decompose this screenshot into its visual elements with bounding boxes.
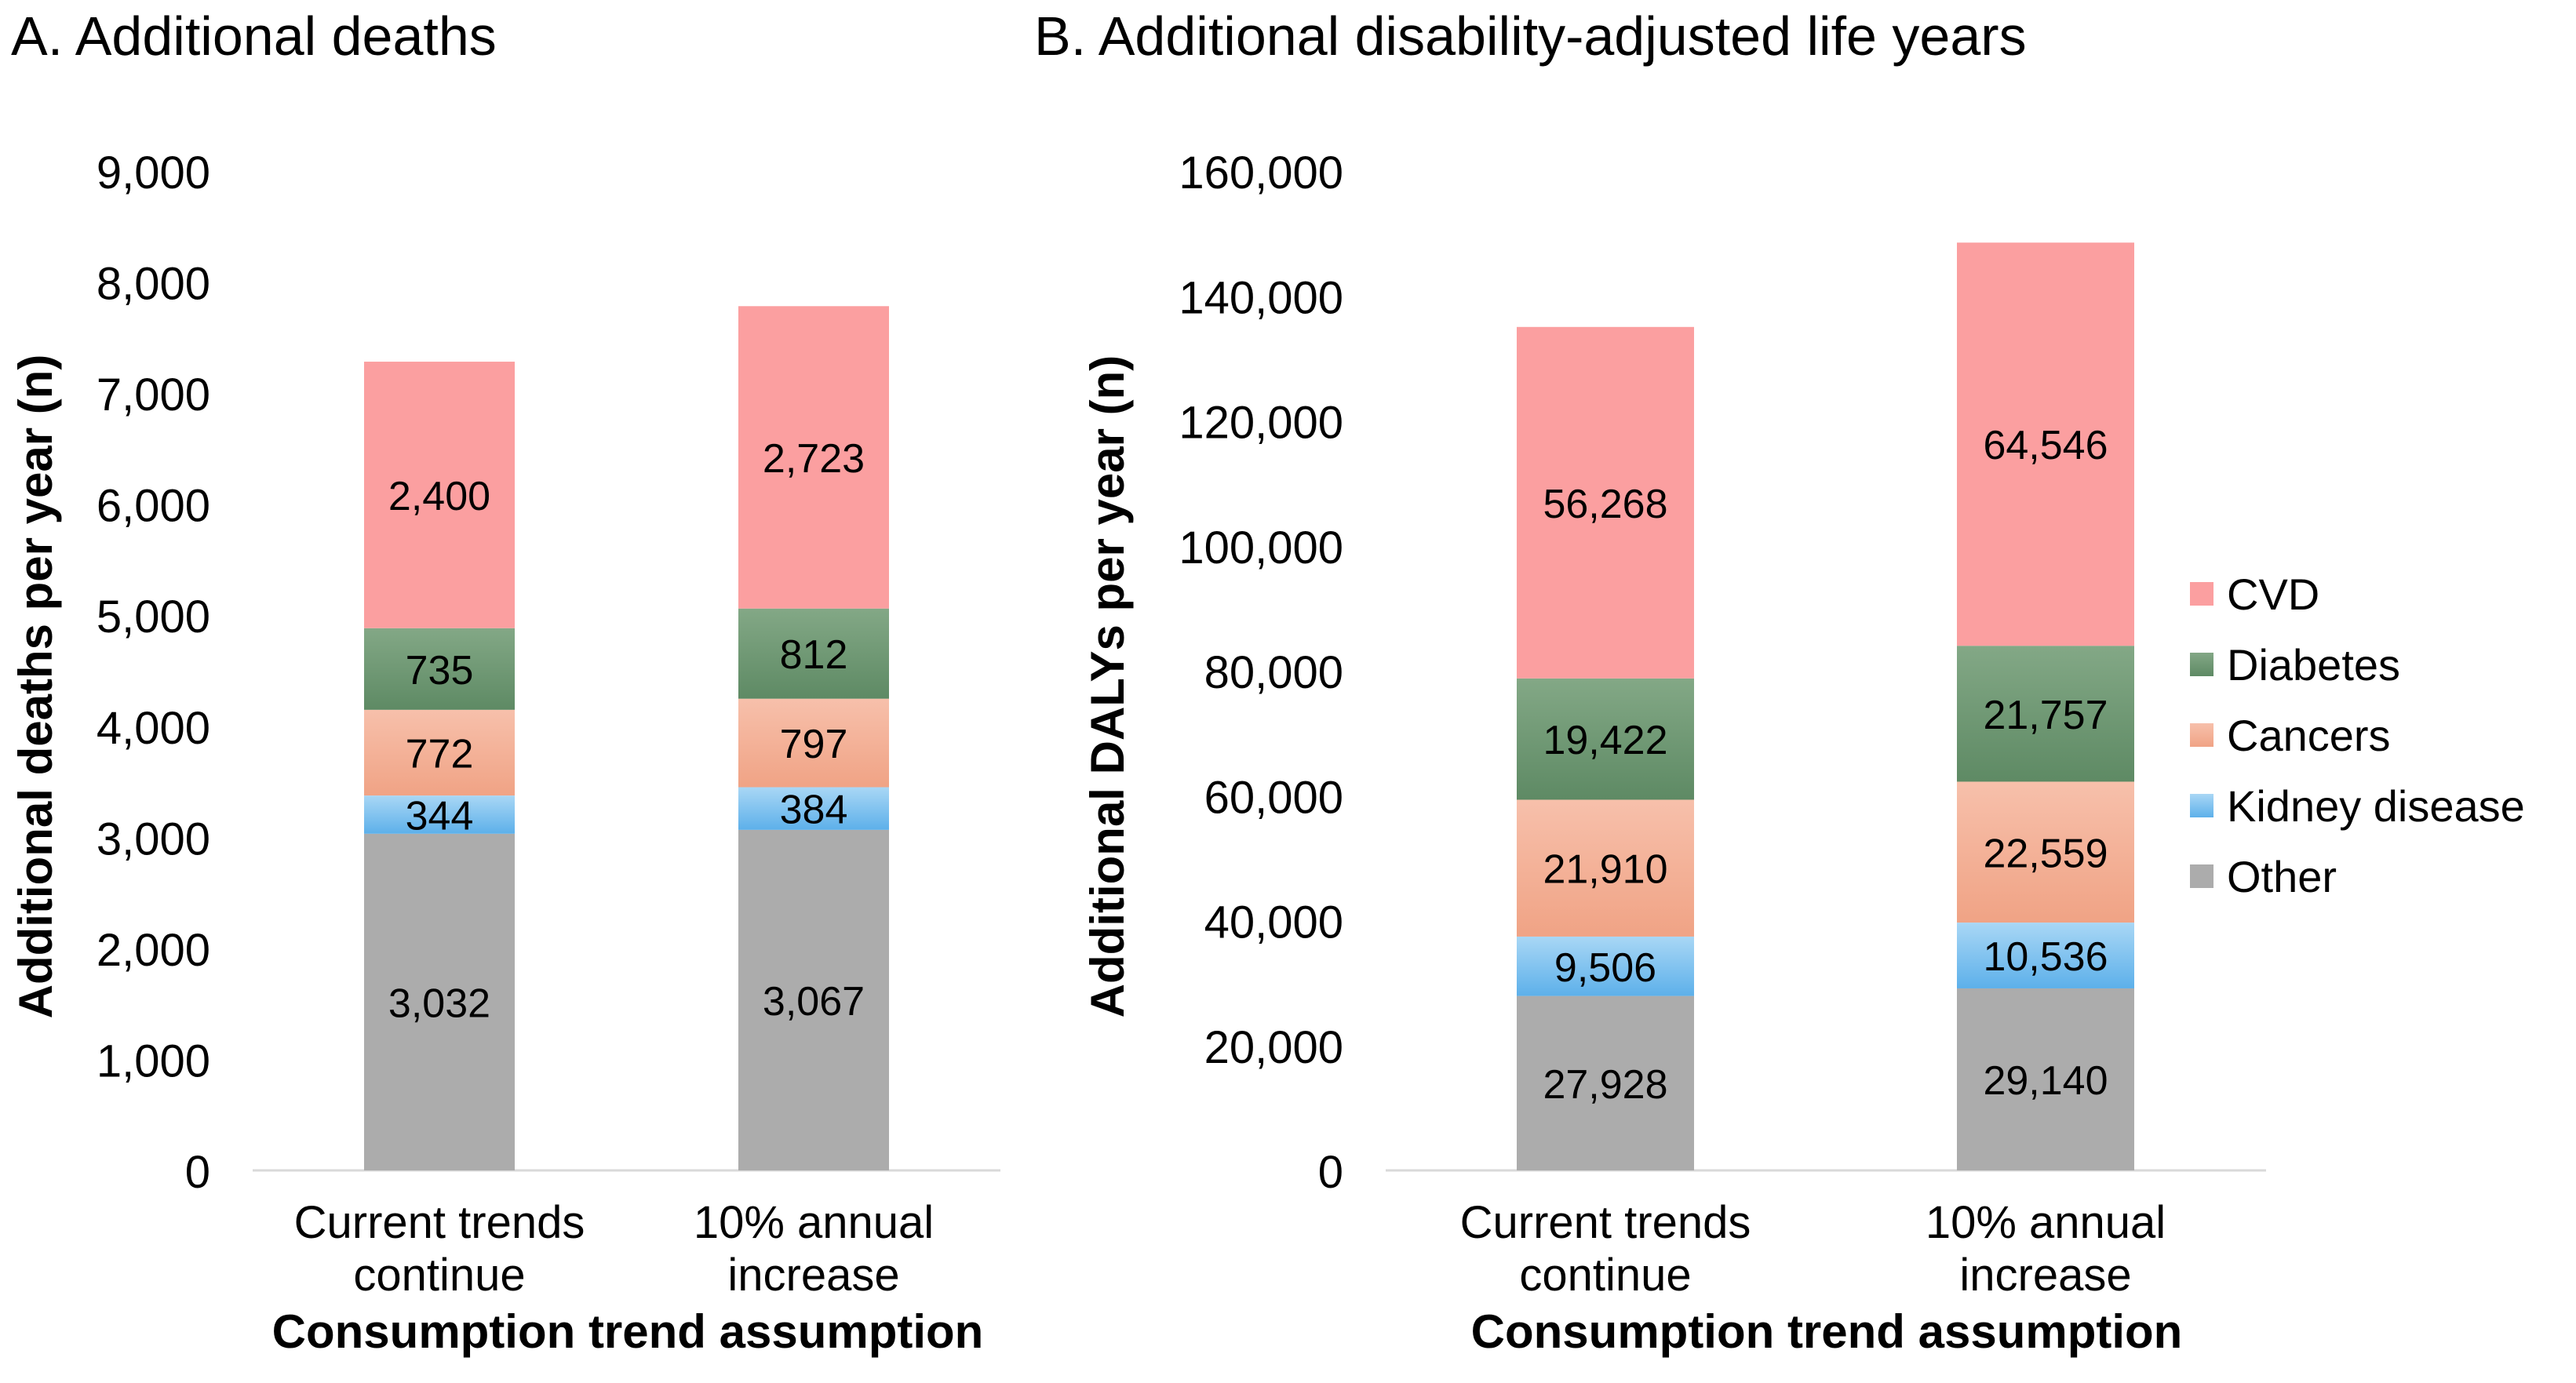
- panel-a-bar-cvd-2: [738, 306, 889, 609]
- panel-b-data-label-other-1: 27,928: [1543, 1062, 1667, 1108]
- panel-b-y-tick-label: 0: [1318, 1147, 1343, 1198]
- panel-a-data-label-diabetes-1: 735: [406, 648, 474, 693]
- panel-a-data-label-cvd-1: 2,400: [388, 474, 490, 519]
- panel-a-y-tick-label: 3,000: [97, 813, 210, 864]
- panel-b-y-tick-label: 160,000: [1179, 147, 1343, 198]
- legend-label-kidney-disease: Kidney disease: [2227, 781, 2525, 831]
- panel-b-y-tick-label: 60,000: [1204, 772, 1343, 823]
- panel-a-bar-other-1: [364, 833, 515, 1170]
- panel-a-data-label-cancers-2: 797: [780, 722, 848, 767]
- panel-b-bar-diabetes-2: [1957, 646, 2134, 782]
- legend-swatch-kidney-disease: [2190, 794, 2213, 817]
- panel-a-bar-other-2: [738, 829, 889, 1170]
- panel-b-data-label-other-2: 29,140: [1983, 1058, 2108, 1104]
- panel-a-category-label-1: Current trends: [294, 1197, 585, 1248]
- panel-a-data-label-other-2: 3,067: [763, 979, 865, 1025]
- panel-a-y-tick-label: 4,000: [97, 703, 210, 754]
- panel-a-bar-cancers-2: [738, 698, 889, 788]
- panel-b-category-label-2-line2: increase: [1959, 1250, 2131, 1301]
- panel-b: B. Additional disability-adjusted life y…: [1034, 5, 2266, 1358]
- panel-a-category-label-2-line2: increase: [727, 1250, 899, 1301]
- panel-b-bar-cvd-1: [1517, 326, 1694, 679]
- panel-b-category-label-2: 10% annual: [1926, 1197, 2166, 1248]
- panel-a-y-tick-label: 5,000: [97, 591, 210, 642]
- panel-b-x-axis-label: Consumption trend assumption: [1471, 1305, 2183, 1358]
- panel-b-bar-kidney-disease-1: [1517, 936, 1694, 996]
- panel-b-bar-other-1: [1517, 995, 1694, 1170]
- panel-b-data-label-cancers-1: 21,910: [1543, 847, 1667, 893]
- panel-b-bar-cancers-2: [1957, 781, 2134, 923]
- panel-b-y-axis-label: Additional DALYs per year (n): [1081, 355, 1134, 1018]
- panel-b-data-label-kidney-disease-1: 9,506: [1554, 945, 1656, 991]
- panel-a-title: A. Additional deaths: [11, 5, 497, 67]
- legend-label-diabetes: Diabetes: [2227, 640, 2400, 690]
- panel-b-data-label-cvd-2: 64,546: [1983, 423, 2108, 468]
- legend-swatch-cvd: [2190, 582, 2213, 606]
- panel-a-data-label-diabetes-2: 812: [780, 632, 848, 678]
- panel-b-bar-cvd-2: [1957, 242, 2134, 646]
- panel-a-y-tick-label: 1,000: [97, 1035, 210, 1086]
- legend-swatch-cancers: [2190, 723, 2213, 747]
- legend-label-other: Other: [2227, 852, 2337, 901]
- legend: CVD Diabetes Cancers Kidney disease Other: [2190, 570, 2525, 901]
- panel-b-bar-cancers-1: [1517, 799, 1694, 937]
- panel-b-title: B. Additional disability-adjusted life y…: [1034, 5, 2027, 67]
- panel-a-y-tick-label: 2,000: [97, 925, 210, 976]
- panel-a: A. Additional deaths 0 1,000 2,000 3,000 4,00…: [9, 5, 1000, 1358]
- panel-a-y-tick-label: 7,000: [97, 369, 210, 420]
- panel-a-data-label-cvd-2: 2,723: [763, 436, 865, 482]
- panel-a-bar-cvd-1: [364, 362, 515, 628]
- panel-b-y-tick-label: 20,000: [1204, 1022, 1343, 1073]
- panel-b-bar-other-2: [1957, 988, 2134, 1170]
- panel-b-y-tick-label: 100,000: [1179, 522, 1343, 573]
- panel-a-data-label-other-1: 3,032: [388, 981, 490, 1026]
- panel-a-category-label-1-line2: continue: [353, 1250, 525, 1301]
- legend-swatch-diabetes: [2190, 653, 2213, 676]
- panel-b-y-tick-label: 40,000: [1204, 897, 1343, 948]
- panel-a-y-tick-label: 0: [185, 1147, 210, 1198]
- panel-b-data-label-diabetes-1: 19,422: [1543, 718, 1667, 763]
- panel-b-data-label-diabetes-2: 21,757: [1983, 693, 2108, 738]
- legend-swatch-other: [2190, 864, 2213, 888]
- panel-a-data-label-cancers-1: 772: [406, 731, 474, 777]
- legend-label-cvd: CVD: [2227, 570, 2319, 619]
- panel-a-y-tick-label: 9,000: [97, 147, 210, 198]
- panel-b-y-tick-label: 140,000: [1179, 272, 1343, 323]
- panel-a-bar-diabetes-2: [738, 608, 889, 699]
- panel-a-category-label-2: 10% annual: [694, 1197, 934, 1248]
- panel-a-bar-kidney-disease-1: [364, 795, 515, 834]
- panel-a-data-label-kidney-disease-1: 344: [406, 793, 474, 839]
- panel-a-bar-diabetes-1: [364, 628, 515, 710]
- panel-b-category-label-1: Current trends: [1460, 1197, 1751, 1248]
- panel-a-x-axis-label: Consumption trend assumption: [272, 1305, 984, 1358]
- panel-b-category-label-1-line2: continue: [1519, 1250, 1691, 1301]
- panel-a-y-tick-label: 8,000: [97, 259, 210, 310]
- panel-b-data-label-cvd-1: 56,268: [1543, 482, 1667, 527]
- panel-a-y-tick-label: 6,000: [97, 481, 210, 532]
- panel-b-bar-diabetes-1: [1517, 678, 1694, 800]
- panel-b-data-label-cancers-2: 22,559: [1983, 831, 2108, 876]
- legend-label-cancers: Cancers: [2227, 711, 2391, 760]
- panel-b-y-tick-label: 80,000: [1204, 647, 1343, 698]
- panel-b-data-label-kidney-disease-2: 10,536: [1983, 934, 2108, 980]
- panel-a-data-label-kidney-disease-2: 384: [780, 788, 848, 833]
- panel-b-bar-kidney-disease-2: [1957, 923, 2134, 988]
- panel-a-bar-cancers-1: [364, 709, 515, 796]
- panel-b-y-tick-label: 120,000: [1179, 398, 1343, 449]
- panel-a-y-axis-label: Additional deaths per year (n): [9, 355, 62, 1019]
- panel-a-bar-kidney-disease-2: [738, 787, 889, 830]
